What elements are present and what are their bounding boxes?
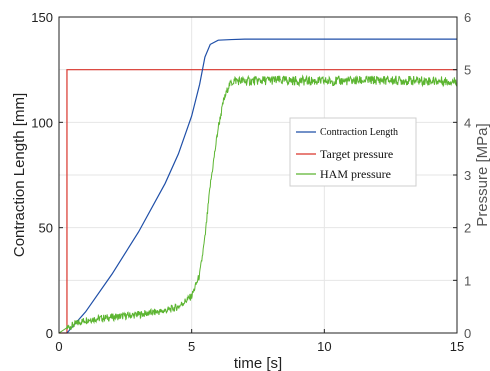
legend-label-target-pressure: Target pressure — [320, 147, 393, 161]
y-axis-left-label: Contraction Length [mm] — [11, 93, 28, 257]
y-left-tick-label-3: 150 — [31, 10, 53, 25]
series-line-contraction-length — [66, 38, 457, 334]
y-left-tick-label-1: 50 — [39, 221, 53, 236]
y-right-tick-label-2: 2 — [464, 221, 471, 236]
x-tick-label-0: 0 — [55, 339, 62, 354]
y-left-tick-label-0: 0 — [46, 326, 53, 341]
legend-label-ham-pressure: HAM pressure — [320, 167, 391, 181]
legend: Contraction Length Target pressure HAM p… — [289, 117, 417, 187]
y-right-tick-label-0: 0 — [464, 326, 471, 341]
series-line-ham-pressure — [58, 74, 458, 334]
legend-box — [289, 117, 417, 187]
x-tick-label-3: 15 — [450, 339, 464, 354]
x-axis-label: time [s] — [234, 355, 282, 371]
x-tick-label-1: 5 — [188, 339, 195, 354]
y-right-tick-label-6: 6 — [464, 10, 471, 25]
y-right-tick-label-1: 1 — [464, 273, 471, 288]
y-axis-right-label: Pressure [MPa] — [474, 123, 490, 226]
y-right-tick-label-4: 4 — [464, 115, 471, 130]
y-right-tick-label-3: 3 — [464, 168, 471, 183]
legend-label-contraction-length: Contraction Length — [320, 127, 398, 138]
x-tick-label-2: 10 — [317, 339, 331, 354]
y-right-tick-label-5: 5 — [464, 63, 471, 78]
y-left-tick-label-2: 100 — [31, 115, 53, 130]
